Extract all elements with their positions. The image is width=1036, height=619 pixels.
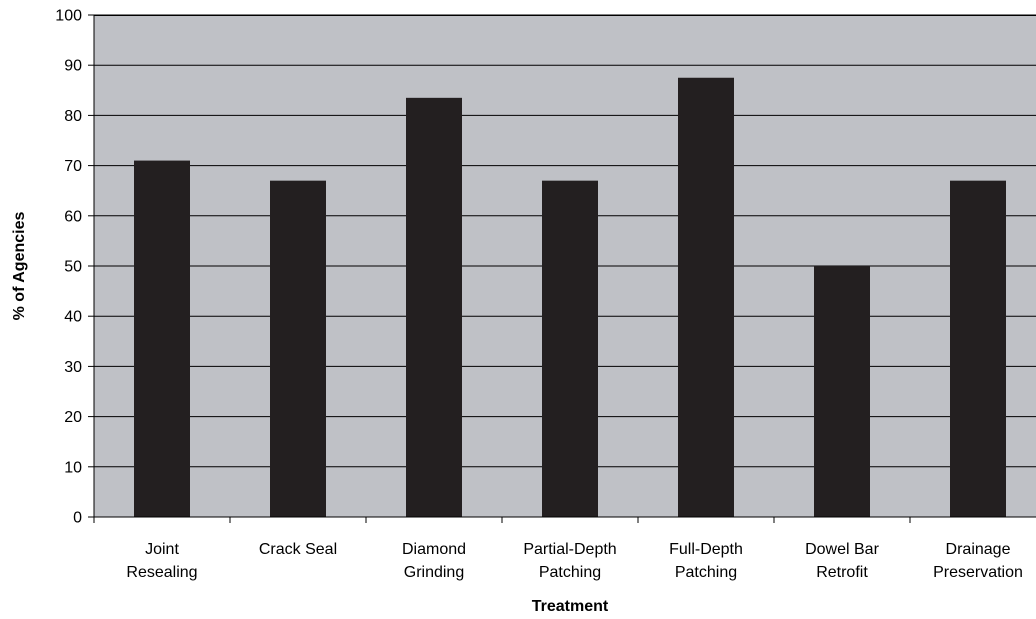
bar	[542, 180, 598, 517]
y-tick-label: 20	[64, 409, 82, 426]
bar	[814, 266, 870, 517]
x-tick-label: Drainage Preservation	[933, 541, 1023, 581]
axes	[88, 14, 1036, 523]
y-tick-label: 40	[64, 309, 82, 326]
bar	[270, 180, 326, 517]
x-tick-label: Dowel Bar Retrofit	[805, 541, 879, 581]
y-tick-label: 60	[64, 208, 82, 225]
x-tick-label: Crack Seal	[259, 541, 337, 558]
bar	[678, 77, 734, 517]
y-tick-labels: 0 10 20 30 40 50 60 70 80 90 100	[55, 8, 82, 527]
y-axis-title: % of Agencies	[11, 212, 28, 321]
y-tick-label: 70	[64, 158, 82, 175]
y-tick-label: 50	[64, 259, 82, 276]
bar	[134, 160, 190, 517]
bars	[134, 77, 1006, 517]
y-tick-label: 90	[64, 58, 82, 75]
x-tick-label: Joint Resealing	[126, 541, 197, 581]
x-tick-label: Diamond Grinding	[402, 541, 466, 581]
y-tick-label: 100	[55, 8, 82, 25]
y-tick-label: 80	[64, 108, 82, 125]
x-tick-label: Full-Depth Patching	[669, 541, 743, 581]
bar	[406, 97, 462, 517]
y-tick-label: 10	[64, 459, 82, 476]
y-tick-label: 30	[64, 359, 82, 376]
x-tick-labels: Joint Resealing Crack Seal Diamond Grinding P…	[126, 541, 1022, 581]
x-tick-label: Partial-Depth Patching	[523, 541, 616, 581]
x-axis-title: Treatment	[532, 598, 609, 615]
bar	[950, 180, 1006, 517]
y-tick-label: 0	[73, 510, 82, 527]
